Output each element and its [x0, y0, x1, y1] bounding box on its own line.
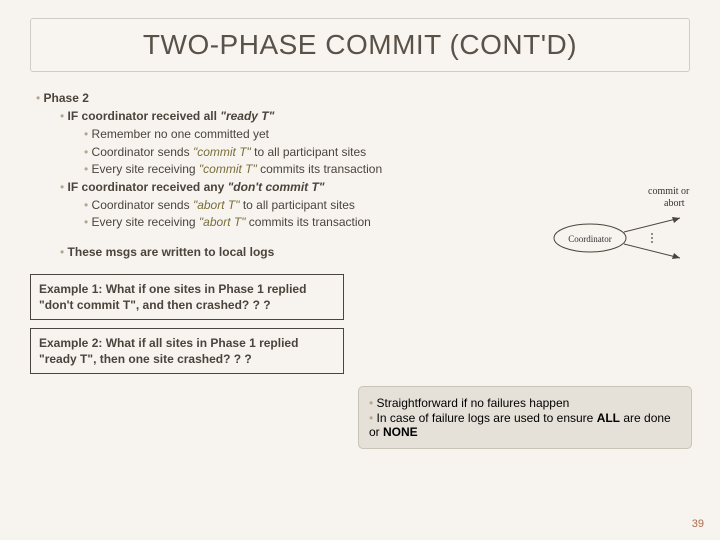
if-all-pt2-a: Coordinator sends — [92, 145, 193, 159]
lower-area: Example 1: What if one sites in Phase 1 … — [30, 274, 690, 375]
arrow-lower — [672, 253, 680, 259]
edge-lower — [624, 244, 680, 258]
answer-b-all: ALL — [597, 411, 620, 425]
if-any-pt2-b: commits its transaction — [245, 215, 370, 229]
title-box: TWO-PHASE COMMIT (CONT'D) — [30, 18, 690, 72]
coordinator-diagram: commit or abort Coordinator — [548, 182, 696, 272]
if-any-pt1-em: "abort T" — [193, 198, 240, 212]
slide-title: TWO-PHASE COMMIT (CONT'D) — [47, 29, 673, 61]
example1-box: Example 1: What if one sites in Phase 1 … — [30, 274, 344, 320]
if-any-pre: IF coordinator received any — [68, 180, 228, 194]
if-all-pt3-em: "commit T" — [199, 162, 257, 176]
edge-upper — [624, 218, 680, 232]
example2-box: Example 2: What if all sites in Phase 1 … — [30, 328, 344, 374]
phase-heading: Phase 2 — [36, 90, 690, 106]
answer-b-none: NONE — [383, 425, 418, 439]
page-number: 39 — [692, 518, 704, 530]
slide: TWO-PHASE COMMIT (CONT'D) Phase 2 IF coo… — [0, 0, 720, 540]
coordinator-label: Coordinator — [568, 234, 612, 244]
if-all-pt3-a: Every site receiving — [92, 162, 199, 176]
if-all-pt2-b: to all participant sites — [251, 145, 366, 159]
if-any-pt1-b: to all participant sites — [239, 198, 354, 212]
if-any-pt2-a: Every site receiving — [92, 215, 199, 229]
if-any-pt1-a: Coordinator sends — [92, 198, 193, 212]
answer-b-pre: In case of failure logs are used to ensu… — [377, 411, 597, 425]
if-all-pt3-b: commits its transaction — [257, 162, 382, 176]
answer-row-1: Straightforward if no failures happen — [369, 396, 681, 410]
answer-row-2: In case of failure logs are used to ensu… — [369, 411, 681, 439]
diagram-label-bot: abort — [664, 198, 685, 209]
if-all-heading: IF coordinator received all "ready T" — [60, 108, 690, 124]
dot1 — [651, 233, 653, 235]
if-all-pt2: Coordinator sends "commit T" to all part… — [84, 144, 690, 160]
phase-label: Phase 2 — [44, 91, 89, 105]
if-all-em: "ready T" — [220, 109, 274, 123]
if-all-pt2-em: "commit T" — [193, 145, 251, 159]
if-any-pt2-em: "abort T" — [199, 215, 246, 229]
if-all-pre: IF coordinator received all — [68, 109, 221, 123]
diagram-label-top: commit or — [648, 186, 690, 197]
if-all-pt3: Every site receiving "commit T" commits … — [84, 161, 690, 177]
dot3 — [651, 241, 653, 243]
logs-text: These msgs are written to local logs — [68, 245, 275, 259]
arrow-upper — [672, 217, 680, 223]
answer-a: Straightforward if no failures happen — [377, 396, 570, 410]
answer-box: Straightforward if no failures happen In… — [358, 386, 692, 449]
dot2 — [651, 237, 653, 239]
if-any-em: "don't commit T" — [228, 180, 325, 194]
if-all-pt1: Remember no one committed yet — [84, 126, 690, 142]
